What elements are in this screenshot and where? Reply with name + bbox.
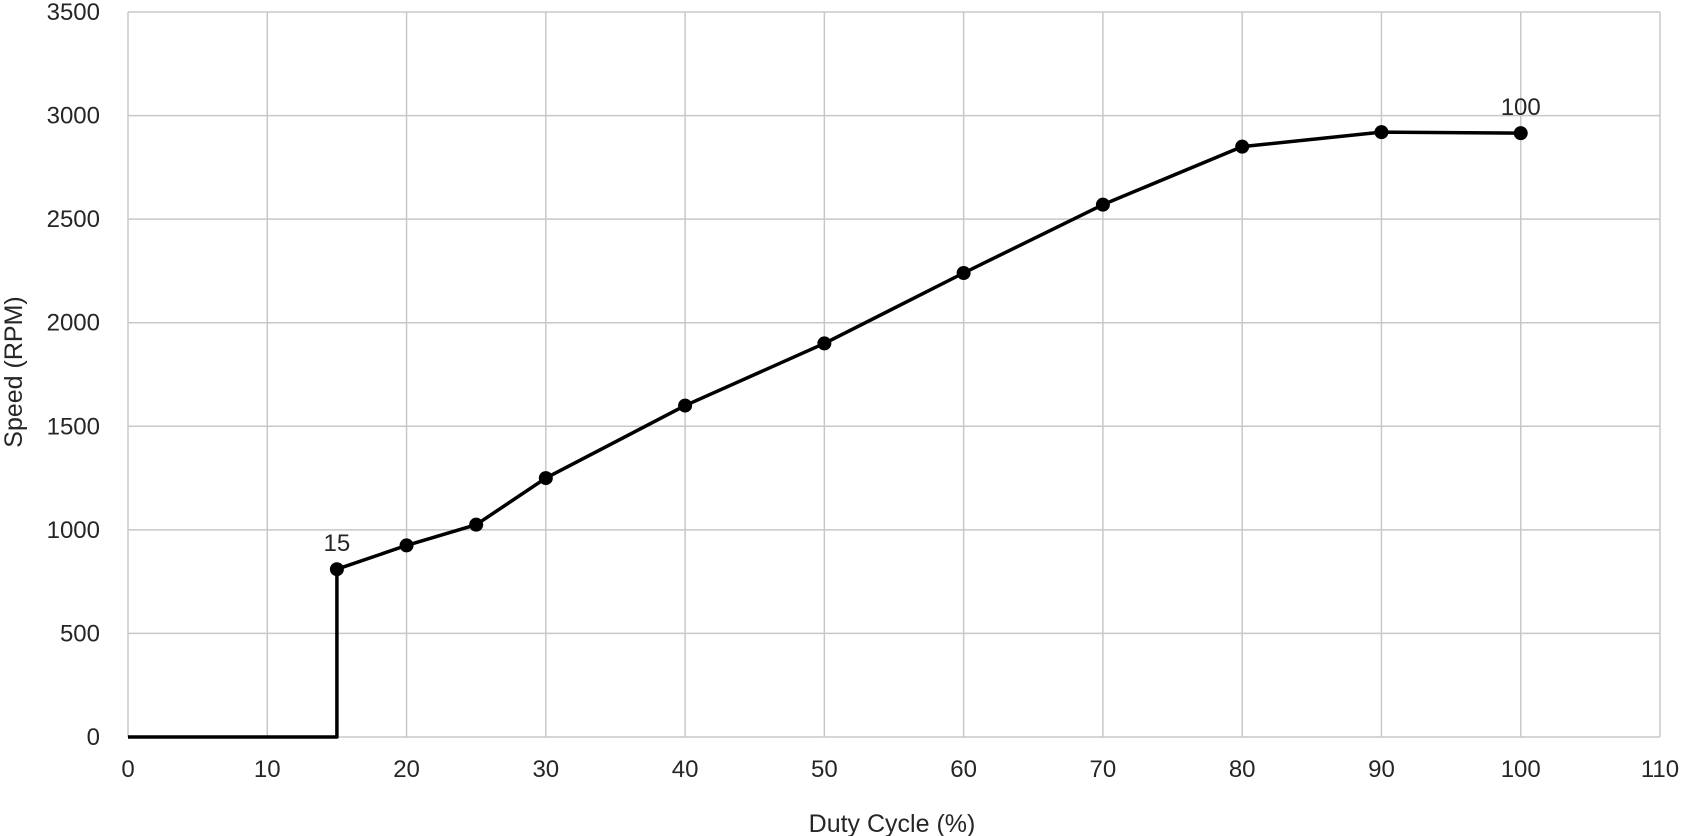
y-tick-label: 3000	[47, 103, 100, 130]
y-tick-label: 1500	[47, 413, 100, 440]
y-tick-label: 0	[87, 724, 100, 751]
annotation-group: 15 100	[324, 94, 1541, 557]
data-point-marker	[817, 336, 832, 351]
x-tick-label: 110	[1641, 756, 1679, 783]
x-tick-label: 100	[1501, 756, 1541, 783]
data-point-marker	[399, 538, 414, 553]
x-tick-label: 0	[121, 756, 134, 783]
data-point-marker	[678, 398, 693, 413]
x-tick-label: 90	[1368, 756, 1395, 783]
x-axis-title: Duty Cycle (%)	[809, 810, 976, 836]
data-label: 100	[1501, 94, 1541, 121]
y-axis-ticks: 0 500 1000 1500 2000 2500 3000 3500	[47, 0, 100, 751]
data-point-marker	[1235, 139, 1250, 154]
x-tick-label: 60	[950, 756, 977, 783]
y-tick-label: 2500	[47, 206, 100, 233]
data-label: 15	[324, 530, 351, 557]
y-tick-label: 1000	[47, 517, 100, 544]
x-tick-label: 20	[393, 756, 420, 783]
x-axis-ticks: 0 10 20 30 40 50 60 70 80 90 100 110	[121, 756, 1679, 783]
data-point-marker	[329, 562, 344, 577]
data-point-marker	[469, 517, 484, 532]
x-tick-label: 30	[532, 756, 559, 783]
x-tick-label: 70	[1090, 756, 1117, 783]
y-tick-label: 500	[60, 620, 100, 647]
data-point-marker	[538, 471, 553, 486]
x-tick-label: 50	[811, 756, 838, 783]
x-tick-label: 40	[672, 756, 699, 783]
y-axis-title: Speed (RPM)	[0, 296, 28, 447]
x-tick-label: 10	[254, 756, 281, 783]
series-line-group	[128, 125, 1528, 739]
y-tick-label: 2000	[47, 310, 100, 337]
data-point-marker	[1095, 197, 1110, 212]
data-point-marker	[956, 266, 971, 280]
data-point-marker	[1374, 125, 1389, 140]
data-point-marker	[1513, 126, 1528, 141]
y-tick-label: 3500	[47, 0, 100, 26]
grid	[127, 11, 1661, 738]
x-tick-label: 80	[1229, 756, 1256, 783]
